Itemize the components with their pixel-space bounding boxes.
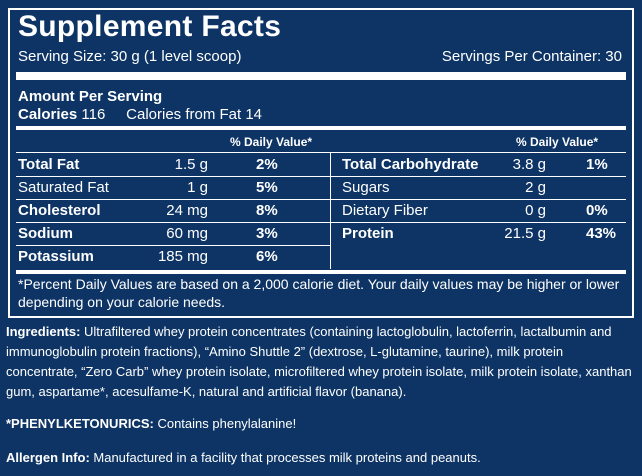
ingredients-text: Ultrafiltered whey protein concentrates … bbox=[6, 324, 632, 399]
nutrient-name: Protein bbox=[342, 225, 394, 242]
nutrient-name: Dietary Fiber bbox=[342, 202, 428, 219]
column-divider bbox=[330, 153, 331, 269]
calories-value: 116 bbox=[81, 106, 106, 123]
nutrient-name: Saturated Fat bbox=[18, 179, 109, 196]
nutrient-name: Total Fat bbox=[18, 156, 80, 173]
phenylketonurics-text: Contains phenylalanine! bbox=[153, 416, 297, 431]
calories-row: Calories 116 Calories from Fat 14 bbox=[18, 106, 262, 124]
nutrient-name: Total Carbohydrate bbox=[342, 156, 479, 173]
servings-per-container: Servings Per Container: 30 bbox=[441, 48, 622, 65]
row-divider bbox=[16, 245, 330, 246]
allergen-label: Allergen Info: bbox=[6, 450, 90, 465]
phenylketonurics-warning: *PHENYLKETONURICS: Contains phenylalanin… bbox=[6, 414, 638, 434]
allergen-text: Manufactured in a facility that processe… bbox=[89, 450, 481, 465]
nutrient-name: Cholesterol bbox=[18, 202, 101, 219]
nutrient-dv: 3% bbox=[256, 225, 278, 242]
nutrient-dv: 0% bbox=[586, 202, 608, 219]
nutrient-dv: 5% bbox=[256, 179, 278, 196]
daily-value-header-right: % Daily Value* bbox=[516, 135, 599, 149]
ingredients-label: Ingredients: bbox=[6, 324, 81, 339]
nutrient-dv: 2% bbox=[256, 156, 278, 173]
row-divider bbox=[16, 176, 330, 177]
supplement-facts-panel: Supplement Facts Serving Size: 30 g (1 l… bbox=[8, 8, 634, 318]
panel-title: Supplement Facts bbox=[18, 10, 282, 43]
nutrient-amount: 60 mg bbox=[166, 225, 208, 242]
row-divider bbox=[16, 222, 330, 223]
nutrient-amount: 2 g bbox=[525, 179, 546, 196]
row-divider bbox=[331, 176, 626, 177]
calories-label: Calories bbox=[18, 106, 78, 123]
amount-per-serving: Amount Per Serving bbox=[18, 88, 163, 105]
nutrient-amount: 1 g bbox=[187, 179, 208, 196]
nutrient-name: Sodium bbox=[18, 225, 73, 242]
nutrient-dv: 1% bbox=[586, 156, 608, 173]
nutrient-amount: 24 mg bbox=[166, 202, 208, 219]
nutrient-amount: 1.5 g bbox=[174, 156, 208, 173]
row-divider bbox=[16, 199, 330, 200]
row-divider bbox=[331, 199, 626, 200]
divider-medium bbox=[16, 270, 626, 274]
nutrient-amount: 3.8 g bbox=[512, 156, 546, 173]
daily-value-footnote: *Percent Daily Values are based on a 2,0… bbox=[18, 276, 620, 310]
nutrient-dv: 6% bbox=[256, 248, 278, 265]
ingredients-paragraph: Ingredients: Ultrafiltered whey protein … bbox=[6, 322, 638, 402]
divider-medium bbox=[16, 126, 626, 130]
allergen-info: Allergen Info: Manufactured in a facilit… bbox=[6, 448, 638, 468]
nutrient-name: Potassium bbox=[18, 248, 94, 265]
nutrient-amount: 21.5 g bbox=[504, 225, 546, 242]
nutrient-name: Sugars bbox=[342, 179, 390, 196]
row-divider bbox=[331, 222, 626, 223]
divider-thin bbox=[16, 152, 626, 153]
phenylketonurics-label: *PHENYLKETONURICS: bbox=[6, 416, 154, 431]
nutrient-amount: 0 g bbox=[525, 202, 546, 219]
daily-value-header-left: % Daily Value* bbox=[230, 135, 313, 149]
divider-thick bbox=[16, 72, 626, 80]
calories-from-fat: Calories from Fat 14 bbox=[126, 106, 263, 123]
nutrient-dv: 43% bbox=[586, 225, 617, 242]
nutrient-amount: 185 mg bbox=[157, 248, 208, 265]
nutrient-dv: 8% bbox=[256, 202, 278, 219]
serving-size: Serving Size: 30 g (1 level scoop) bbox=[18, 48, 242, 65]
